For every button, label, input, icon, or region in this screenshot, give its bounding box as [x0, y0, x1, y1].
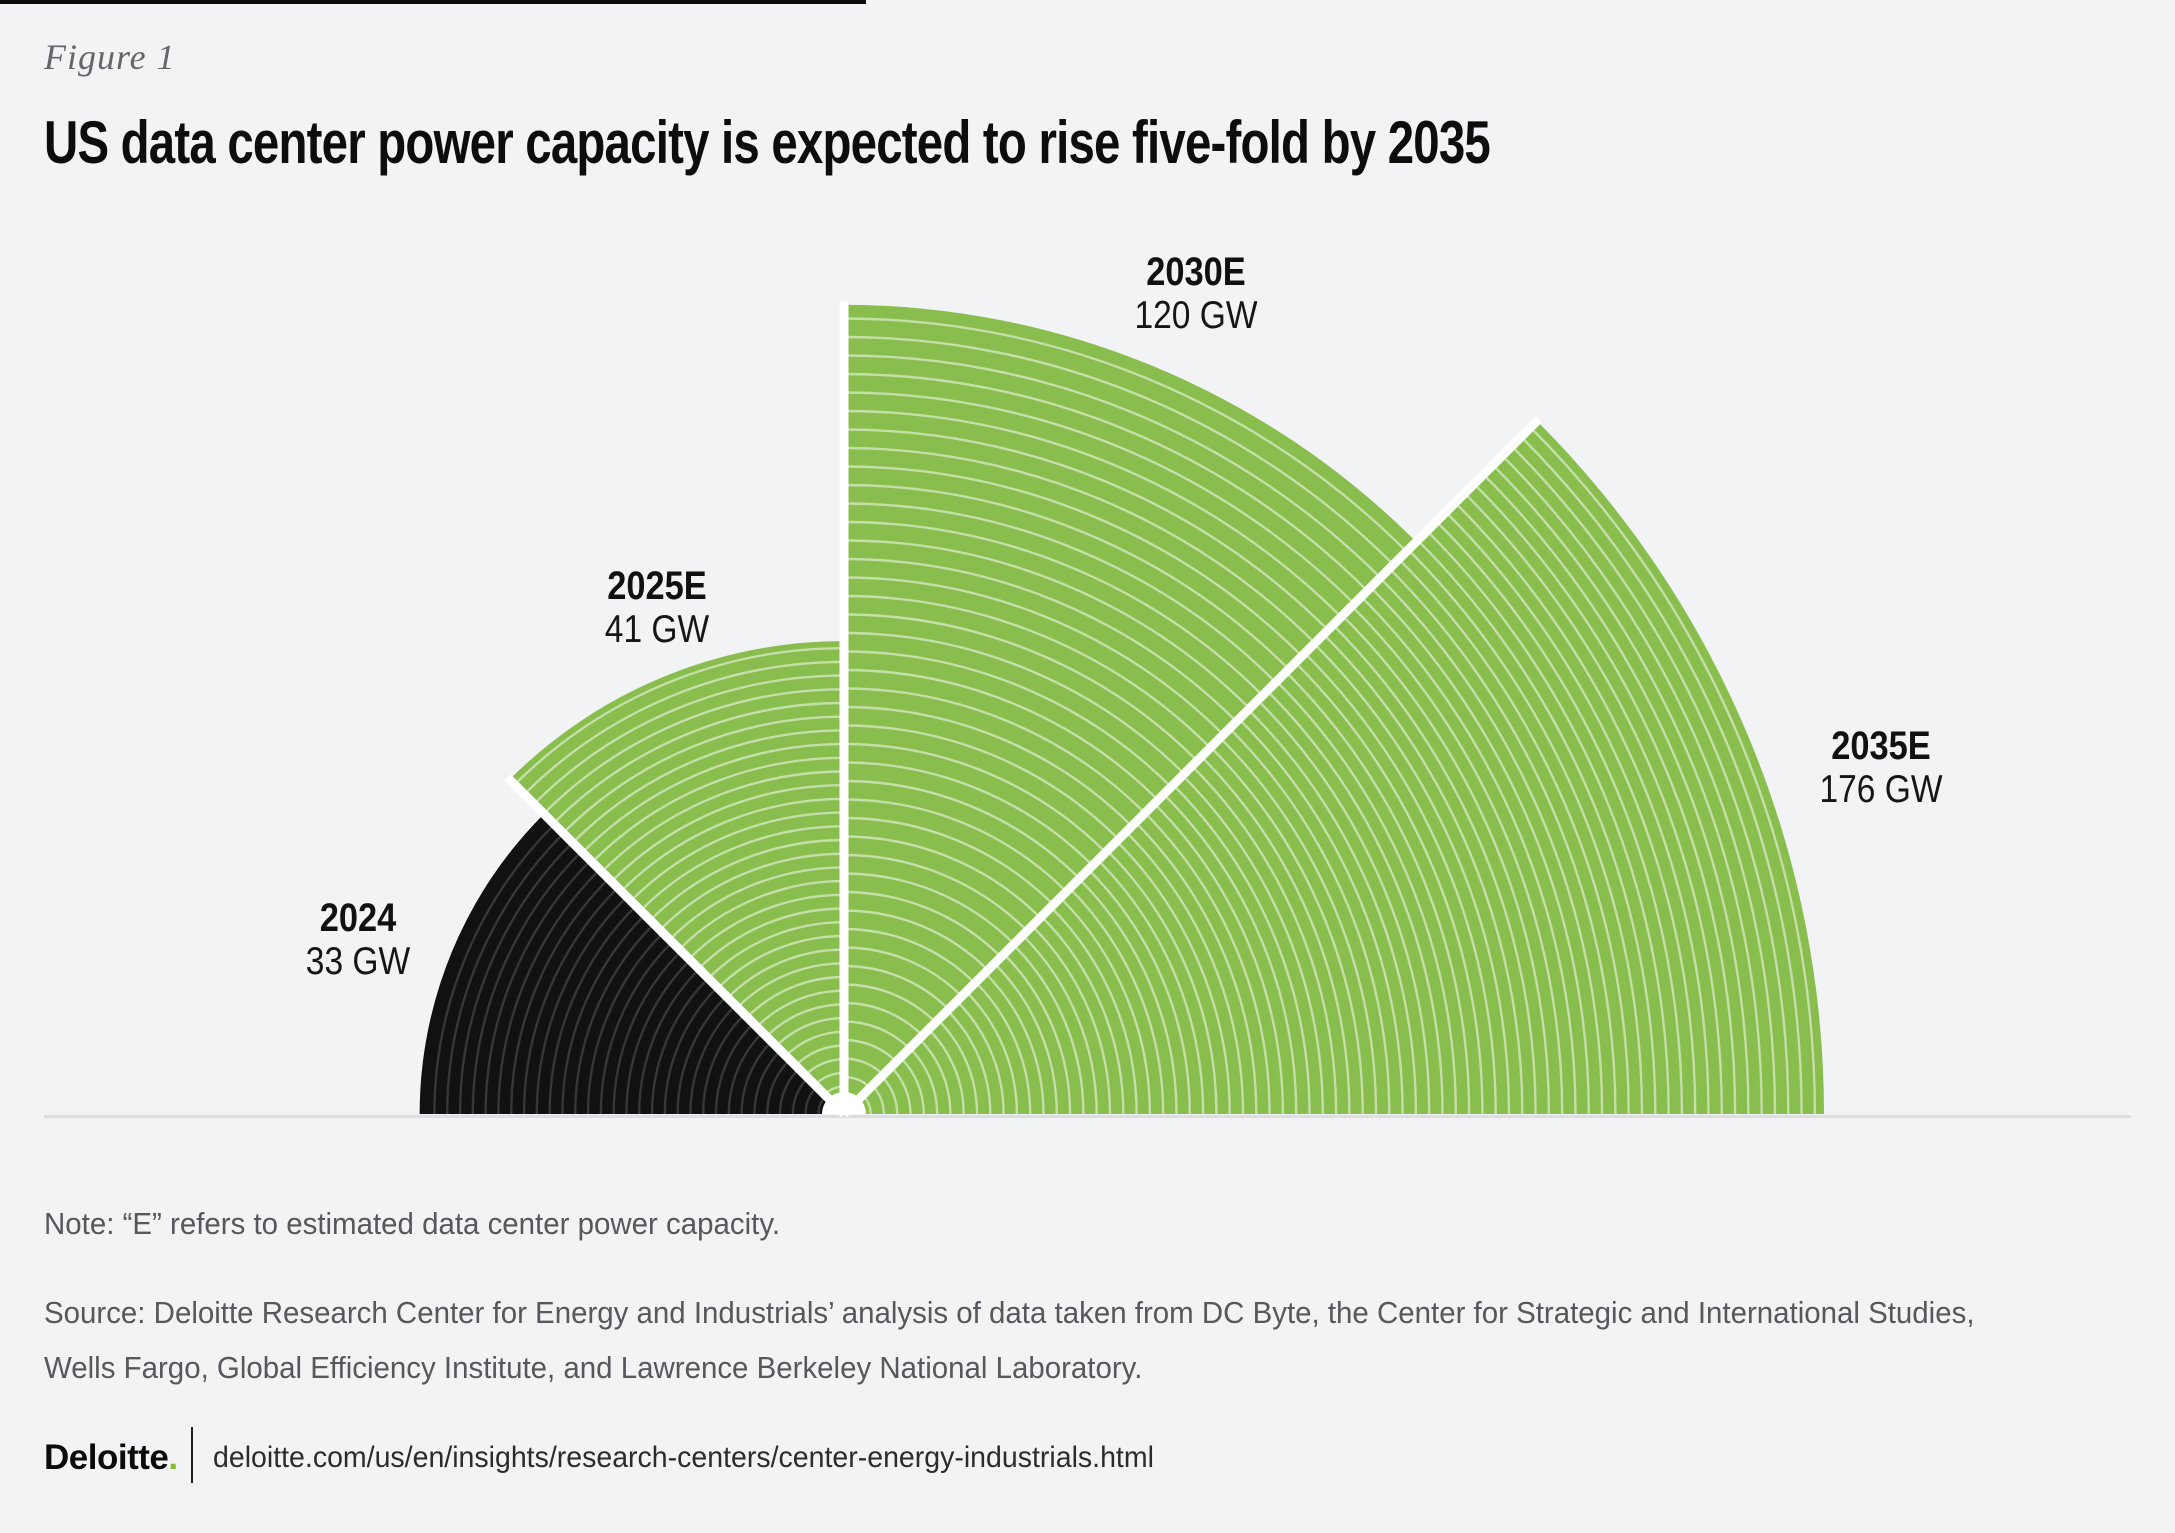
- wedge-label-2024: 2024 33 GW: [306, 896, 410, 984]
- deloitte-logo-green-dot: .: [168, 1438, 178, 1477]
- wedge-year-2024: 2024: [319, 896, 397, 940]
- wedge-year-2030e: 2030E: [1146, 250, 1246, 294]
- figure-label: Figure 1: [44, 37, 176, 77]
- top-border-rule: [0, 0, 866, 4]
- page-title: US data center power capacity is expecte…: [44, 109, 1491, 176]
- wedge-2025e: [509, 640, 844, 1114]
- wedge-value-2025e: 41 GW: [604, 608, 710, 651]
- wedge-value-2035e: 176 GW: [1819, 768, 1943, 811]
- source-line-2: Wells Fargo, Global Efficiency Institute…: [44, 1350, 1143, 1385]
- wedge-label-2025e: 2025E 41 GW: [605, 564, 709, 652]
- wedge-2035e: [844, 421, 1824, 1114]
- footer-url[interactable]: deloitte.com/us/en/insights/research-cen…: [213, 1441, 1154, 1474]
- wedge-label-2035e: 2035E 176 GW: [1819, 724, 1942, 812]
- wedge-2024: [419, 813, 844, 1114]
- wedge-value-2024: 33 GW: [305, 940, 411, 983]
- wedge-separator-45deg: [840, 415, 1543, 1118]
- footer-divider: [191, 1427, 193, 1483]
- deloitte-logo-text: Deloitte: [44, 1438, 169, 1477]
- source-line-1: Source: Deloitte Research Center for Ene…: [44, 1295, 1975, 1330]
- wedge-2030e: [844, 304, 1417, 1114]
- source-text: Source: Deloitte Research Center for Ene…: [44, 1285, 1975, 1395]
- wedge-year-2035e: 2035E: [1831, 724, 1931, 768]
- deloitte-logo: Deloitte.: [44, 1438, 178, 1478]
- wedge-label-2030e: 2030E 120 GW: [1134, 250, 1257, 338]
- wedge-value-2030e: 120 GW: [1134, 294, 1258, 337]
- wedge-year-2025e: 2025E: [607, 564, 707, 608]
- note-text: Note: “E” refers to estimated data cente…: [44, 1206, 781, 1241]
- center-hub: [822, 1092, 866, 1114]
- wedge-separator-135deg: [504, 774, 848, 1118]
